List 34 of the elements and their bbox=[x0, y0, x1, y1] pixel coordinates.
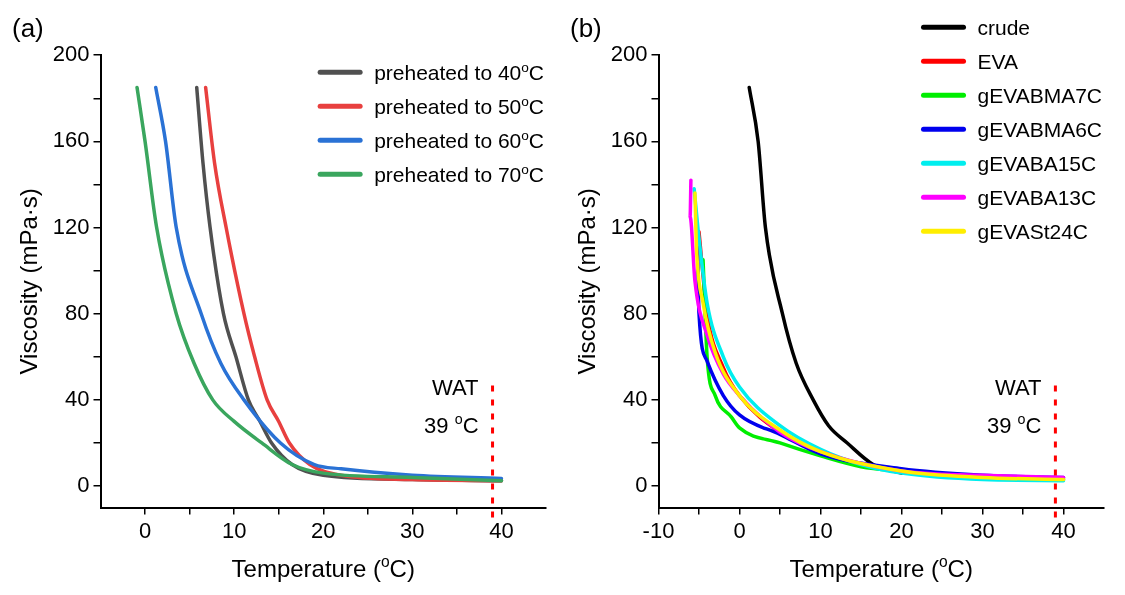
legend-label: gEVABMA7C bbox=[977, 84, 1103, 108]
legend-label: gEVABMA6C bbox=[977, 118, 1103, 142]
y-tick-label: 120 bbox=[52, 213, 90, 239]
x-tick-label: 20 bbox=[311, 517, 336, 543]
chart-title: (b) bbox=[570, 12, 602, 43]
chart-title: (a) bbox=[12, 12, 44, 43]
y-axis-title: Viscosity (mPa·s) bbox=[573, 188, 601, 375]
y-tick-label: 80 bbox=[65, 299, 90, 325]
x-tick-label: 30 bbox=[970, 517, 995, 543]
x-tick-label: 10 bbox=[808, 517, 833, 543]
x-tick-label: 0 bbox=[138, 517, 152, 543]
y-tick-label: 40 bbox=[65, 385, 90, 411]
legend-label: EVA bbox=[977, 50, 1018, 74]
y-tick-label: 0 bbox=[77, 472, 90, 498]
y-tick-label: 200 bbox=[610, 41, 648, 67]
y-tick-label: 200 bbox=[52, 41, 90, 67]
y-tick-label: 120 bbox=[610, 213, 648, 239]
y-tick-label: 160 bbox=[52, 127, 90, 153]
x-tick-label: 20 bbox=[889, 517, 914, 543]
y-tick-label: 40 bbox=[623, 385, 648, 411]
legend-label: gEVABA15C bbox=[977, 152, 1097, 176]
x-tick-label: 0 bbox=[733, 517, 746, 543]
y-tick-label: 0 bbox=[635, 472, 648, 498]
x-tick-label: 10 bbox=[221, 517, 247, 543]
x-tick-label: 40 bbox=[1051, 517, 1076, 543]
y-tick-label: 160 bbox=[610, 127, 648, 153]
legend-label: gEVABA13C bbox=[977, 186, 1097, 210]
x-tick-label: 40 bbox=[489, 517, 514, 543]
y-tick-label: 80 bbox=[623, 299, 648, 325]
x-tick-label: 30 bbox=[400, 517, 425, 543]
y-axis-title: Viscosity (mPa·s) bbox=[15, 188, 43, 375]
legend-label: crude bbox=[977, 16, 1031, 40]
x-tick-label: -10 bbox=[642, 517, 675, 543]
legend-label: gEVASt24C bbox=[977, 220, 1089, 244]
